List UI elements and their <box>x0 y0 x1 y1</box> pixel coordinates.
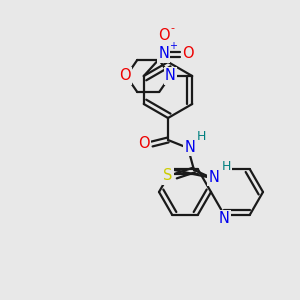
Text: O: O <box>182 46 194 62</box>
Text: N: N <box>219 211 230 226</box>
Text: S: S <box>163 169 173 184</box>
Text: O: O <box>119 68 131 83</box>
Text: +: + <box>169 41 177 51</box>
Text: N: N <box>165 68 176 83</box>
Text: H: H <box>197 130 206 143</box>
Text: -: - <box>171 23 175 33</box>
Text: N: N <box>208 169 219 184</box>
Text: O: O <box>138 136 150 152</box>
Text: H: H <box>222 160 231 173</box>
Text: N: N <box>158 46 169 62</box>
Text: O: O <box>158 28 170 44</box>
Text: N: N <box>184 140 195 154</box>
